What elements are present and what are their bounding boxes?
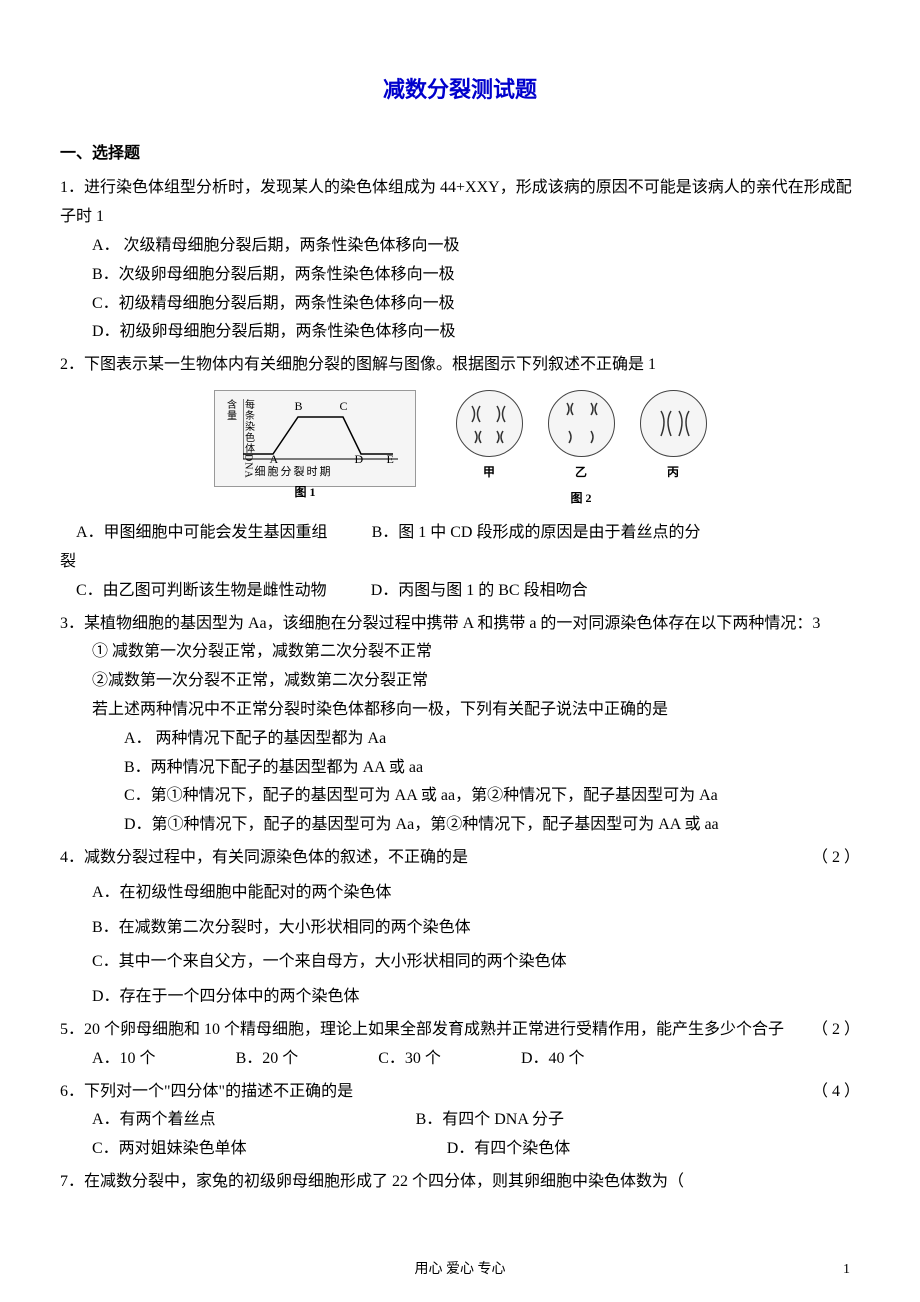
- q5-option-a: A．10 个: [92, 1045, 156, 1074]
- footer: 用心 爱心 专心 1: [0, 1257, 920, 1282]
- q6-stem: 6．下列对一个"四分体"的描述不正确的是 （ 4 ）: [60, 1078, 860, 1107]
- cell-label-bing: 丙: [640, 462, 707, 484]
- q3-option-d: D．第①种情况下，配子的基因型可为 Aa，第②种情况下，配子基因型可为 AA 或…: [60, 811, 860, 840]
- q2-option-d: D．丙图与图 1 的 BC 段相吻合: [371, 582, 588, 599]
- cell-yi: 乙: [548, 390, 615, 484]
- chart-caption: 图 1: [295, 482, 316, 504]
- question-4: 4．减数分裂过程中，有关同源染色体的叙述，不正确的是 （ 2 ） A．在初级性母…: [60, 844, 860, 1012]
- q6-option-c: C．两对姐妹染色单体: [92, 1135, 247, 1164]
- question-3: 3．某植物细胞的基因型为 Aa，该细胞在分裂过程中携带 A 和携带 a 的一对同…: [60, 610, 860, 840]
- q5-option-b: B．20 个: [236, 1045, 299, 1074]
- page-title: 减数分裂测试题: [60, 70, 860, 110]
- q5-option-d: D．40 个: [521, 1045, 585, 1074]
- q2-options-row2: C．由乙图可判断该生物是雌性动物 D．丙图与图 1 的 BC 段相吻合: [60, 577, 860, 606]
- q6-option-d: D．有四个染色体: [447, 1135, 571, 1164]
- question-5: 5．20 个卵母细胞和 10 个精母细胞，理论上如果全部发育成熟并正常进行受精作…: [60, 1016, 860, 1074]
- q4-option-c: C．其中一个来自父方，一个来自母方，大小形状相同的两个染色体: [60, 948, 860, 977]
- q2-option-b-prefix: B．图 1 中 CD 段形成的原因是由于着丝点的分: [372, 524, 701, 541]
- cell-figure-2: 甲 乙: [456, 390, 707, 509]
- q1-option-a: A． 次级精母细胞分裂后期，两条性染色体移向一极: [60, 232, 860, 261]
- q2-options-row1: A．甲图细胞中可能会发生基因重组 B．图 1 中 CD 段形成的原因是由于着丝点…: [60, 519, 860, 548]
- chart-point-d: D: [355, 449, 364, 471]
- q4-option-a: A．在初级性母细胞中能配对的两个染色体: [60, 879, 860, 908]
- q5-tail: （ 2 ）: [812, 1016, 860, 1045]
- question-7: 7．在减数分裂中，家兔的初级卵母细胞形成了 22 个四分体，则其卵细胞中染色体数…: [60, 1168, 860, 1197]
- q6-tail: （ 4 ）: [812, 1078, 860, 1107]
- q7-stem: 7．在减数分裂中，家兔的初级卵母细胞形成了 22 个四分体，则其卵细胞中染色体数…: [60, 1168, 860, 1197]
- q4-option-b: B．在减数第二次分裂时，大小形状相同的两个染色体: [60, 914, 860, 943]
- q4-stem-text: 4．减数分裂过程中，有关同源染色体的叙述，不正确的是: [60, 849, 468, 866]
- q3-option-c: C．第①种情况下，配子的基因型可为 AA 或 aa，第②种情况下，配子基因型可为…: [60, 782, 860, 811]
- q1-option-c: C．初级精母细胞分裂后期，两条性染色体移向一极: [60, 290, 860, 319]
- q3-option-a: A． 两种情况下配子的基因型都为 Aa: [60, 725, 860, 754]
- q4-tail: （ 2 ）: [812, 844, 860, 873]
- footer-text: 用心 爱心 专心: [415, 1262, 506, 1277]
- q4-option-d: D．存在于一个四分体中的两个染色体: [60, 983, 860, 1012]
- figure-row: 每条染色体DNA含量 A B C D E 细胞分裂时期 图 1: [60, 390, 860, 509]
- q4-stem: 4．减数分裂过程中，有关同源染色体的叙述，不正确的是 （ 2 ）: [60, 844, 860, 873]
- cell-group-caption: 图 2: [456, 488, 707, 510]
- section-header: 一、选择题: [60, 140, 860, 169]
- chart-x-axis-label: 细胞分裂时期: [255, 463, 333, 483]
- chart-point-e: E: [387, 449, 394, 471]
- q6-options-row2: C．两对姐妹染色单体 D．有四个染色体: [60, 1135, 860, 1164]
- q5-options: A．10 个 B．20 个 C．30 个 D．40 个: [60, 1045, 860, 1074]
- document-page: 减数分裂测试题 一、选择题 1．进行染色体组型分析时，发现某人的染色体组成为 4…: [0, 0, 920, 1302]
- q6-stem-text: 6．下列对一个"四分体"的描述不正确的是: [60, 1083, 353, 1100]
- cell-jia: 甲: [456, 390, 523, 484]
- question-2: 2．下图表示某一生物体内有关细胞分裂的图解与图像。根据图示下列叙述不正确是 1 …: [60, 351, 860, 605]
- q2-stem: 2．下图表示某一生物体内有关细胞分裂的图解与图像。根据图示下列叙述不正确是 1: [60, 351, 860, 380]
- question-1: 1．进行染色体组型分析时，发现某人的染色体组成为 44+XXY，形成该病的原因不…: [60, 174, 860, 347]
- cell-bing: 丙: [640, 390, 707, 484]
- q3-option-b: B．两种情况下配子的基因型都为 AA 或 aa: [60, 754, 860, 783]
- cell-label-jia: 甲: [456, 462, 523, 484]
- q5-stem: 5．20 个卵母细胞和 10 个精母细胞，理论上如果全部发育成熟并正常进行受精作…: [60, 1016, 860, 1045]
- question-6: 6．下列对一个"四分体"的描述不正确的是 （ 4 ） A．有两个着丝点 B．有四…: [60, 1078, 860, 1164]
- chart-figure-1: 每条染色体DNA含量 A B C D E 细胞分裂时期 图 1: [214, 390, 416, 487]
- q5-stem-text: 5．20 个卵母细胞和 10 个精母细胞，理论上如果全部发育成熟并正常进行受精作…: [60, 1021, 784, 1038]
- chart-line-svg: [243, 399, 403, 469]
- q1-option-d: D．初级卵母细胞分裂后期，两条性染色体移向一极: [60, 318, 860, 347]
- q2-option-c: C．由乙图可判断该生物是雌性动物: [76, 582, 327, 599]
- footer-page-number: 1: [843, 1257, 850, 1282]
- q3-sub1: ① 减数第一次分裂正常，减数第二次分裂不正常: [60, 638, 860, 667]
- q6-option-b: B．有四个 DNA 分子: [416, 1106, 564, 1135]
- chart-point-b: B: [295, 396, 303, 418]
- q3-stem1: 3．某植物细胞的基因型为 Aa，该细胞在分裂过程中携带 A 和携带 a 的一对同…: [60, 610, 860, 639]
- q6-options-row1: A．有两个着丝点 B．有四个 DNA 分子: [60, 1106, 860, 1135]
- chart-point-c: C: [340, 396, 348, 418]
- q3-stem2: 若上述两种情况中不正常分裂时染色体都移向一极，下列有关配子说法中正确的是: [60, 696, 860, 725]
- q1-option-b: B．次级卵母细胞分裂后期，两条性染色体移向一极: [60, 261, 860, 290]
- q6-option-a: A．有两个着丝点: [92, 1106, 216, 1135]
- q2-option-a: A．甲图细胞中可能会发生基因重组: [76, 524, 328, 541]
- q1-stem: 1．进行染色体组型分析时，发现某人的染色体组成为 44+XXY，形成该病的原因不…: [60, 174, 860, 232]
- q3-sub2: ②减数第一次分裂不正常，减数第二次分裂正常: [60, 667, 860, 696]
- q5-option-c: C．30 个: [378, 1045, 441, 1074]
- cell-label-yi: 乙: [548, 462, 615, 484]
- q2-option-b-suffix: 裂: [60, 548, 860, 577]
